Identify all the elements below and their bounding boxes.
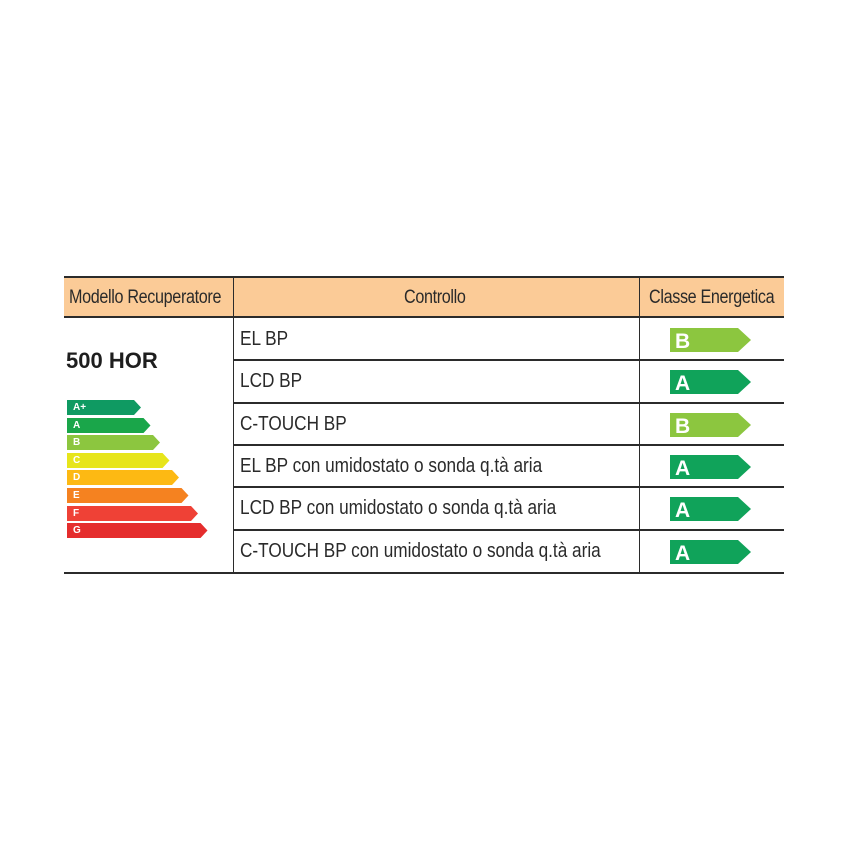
table-row: EL BP B [233,318,784,360]
energy-scale-label: G [73,525,81,537]
energy-class-letter: A [675,542,690,564]
model-name: 500 HOR [66,348,158,373]
control-cell: LCD BP [240,370,303,393]
control-cell: C-TOUCH BP con umidostato o sonda q.tà a… [240,539,601,562]
header-energy-class: Classe Energetica [649,287,775,308]
energy-scale-arrow: C [67,452,171,468]
energy-scale-arrow: B [67,435,161,451]
energy-scale-label: A [73,419,81,431]
energy-scale: A+ A B C D E F G [67,400,227,560]
control-cell: C-TOUCH BP [240,412,347,435]
energy-scale-label: C [73,454,81,466]
row-divider [233,486,784,489]
energy-scale-label: B [73,437,81,449]
energy-class-letter: A [675,457,690,479]
column-divider [639,276,640,573]
row-divider [233,359,784,362]
energy-class-badge: A [670,370,752,395]
row-divider [233,528,784,531]
table-row: C-TOUCH BP con umidostato o sonda q.tà a… [233,530,784,572]
table-row: LCD BP con umidostato o sonda q.tà aria A [233,487,784,529]
table-row: EL BP con umidostato o sonda q.tà aria A [233,445,784,487]
energy-class-letter: B [675,415,690,437]
table-row: LCD BP A [233,360,784,402]
energy-scale-arrow: E [67,488,190,503]
control-cell: EL BP [240,328,289,350]
table-header: Modello Recuperatore Controllo Classe En… [64,276,784,318]
energy-class-badge: B [670,412,752,437]
header-control: Controllo [404,287,466,308]
table-bottom-line [64,572,784,574]
energy-scale-label: D [73,472,81,484]
energy-class-badge: A [670,497,752,522]
column-divider [233,276,234,573]
energy-scale-arrow: D [67,470,180,486]
energy-scale-label: F [73,507,80,519]
energy-scale-arrow: F [67,505,199,521]
energy-scale-arrow: A [67,417,152,433]
energy-scale-label: A+ [73,402,87,413]
energy-scale-label: E [73,490,80,501]
row-divider [233,401,784,404]
energy-class-letter: B [675,330,690,352]
energy-class-letter: A [675,372,690,394]
header-model: Modello Recuperatore [69,287,222,308]
table-row: C-TOUCH BP B [233,403,784,445]
control-cell: LCD BP con umidostato o sonda q.tà aria [240,497,557,520]
energy-scale-arrow: G [67,523,209,539]
energy-scale-arrow: A+ [67,400,142,415]
energy-class-letter: A [675,499,690,521]
row-divider [233,443,784,446]
energy-class-table: Modello Recuperatore Controllo Classe En… [64,276,784,574]
energy-class-badge: B [670,328,752,352]
control-cell: EL BP con umidostato o sonda q.tà aria [240,454,543,477]
energy-class-badge: A [670,454,752,479]
energy-class-badge: A [670,539,752,564]
